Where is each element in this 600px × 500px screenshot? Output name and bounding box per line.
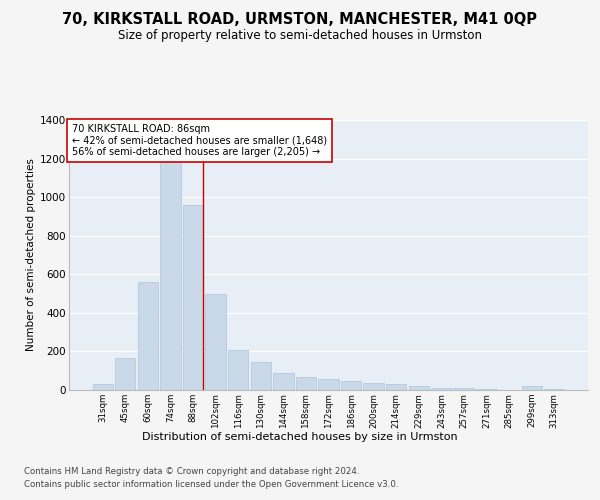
Bar: [386, 384, 406, 390]
Bar: [454, 388, 474, 390]
Y-axis label: Number of semi-detached properties: Number of semi-detached properties: [26, 158, 36, 352]
Bar: [409, 386, 429, 390]
Text: 70 KIRKSTALL ROAD: 86sqm
← 42% of semi-detached houses are smaller (1,648)
56% o: 70 KIRKSTALL ROAD: 86sqm ← 42% of semi-d…: [71, 124, 327, 157]
Bar: [138, 282, 158, 390]
Text: Contains HM Land Registry data © Crown copyright and database right 2024.: Contains HM Land Registry data © Crown c…: [24, 468, 359, 476]
Bar: [296, 376, 316, 390]
Bar: [341, 382, 361, 390]
Bar: [228, 350, 248, 390]
Bar: [160, 151, 181, 390]
Bar: [115, 358, 136, 390]
Text: 70, KIRKSTALL ROAD, URMSTON, MANCHESTER, M41 0QP: 70, KIRKSTALL ROAD, URMSTON, MANCHESTER,…: [62, 12, 538, 28]
Bar: [476, 389, 497, 390]
Bar: [183, 205, 203, 390]
Bar: [521, 386, 542, 390]
Bar: [319, 380, 338, 390]
Text: Contains public sector information licensed under the Open Government Licence v3: Contains public sector information licen…: [24, 480, 398, 489]
Bar: [431, 388, 452, 390]
Bar: [251, 362, 271, 390]
Bar: [205, 294, 226, 390]
Bar: [544, 389, 565, 390]
Text: Size of property relative to semi-detached houses in Urmston: Size of property relative to semi-detach…: [118, 29, 482, 42]
Text: Distribution of semi-detached houses by size in Urmston: Distribution of semi-detached houses by …: [142, 432, 458, 442]
Bar: [92, 384, 113, 390]
Bar: [364, 383, 384, 390]
Bar: [273, 372, 293, 390]
